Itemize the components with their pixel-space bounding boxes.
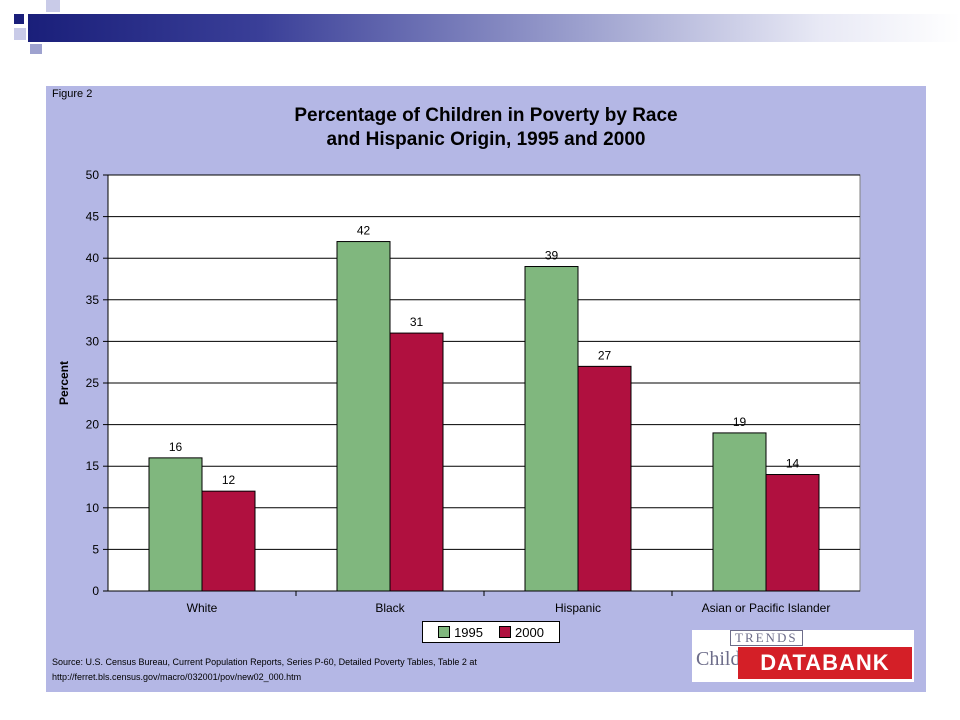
bar-1995: [524, 266, 579, 592]
bar-1995: [336, 241, 391, 592]
y-tick-label: 15: [86, 459, 100, 473]
y-tick-label: 40: [86, 251, 100, 265]
x-tick-label: Asian or Pacific Islander: [702, 601, 831, 615]
bar-1995: [148, 457, 203, 592]
legend-swatch-2000: [499, 626, 511, 638]
logo-trends-text: TRENDS: [730, 630, 803, 646]
data-label: 42: [357, 224, 371, 238]
legend-item-1995: 1995: [438, 625, 483, 640]
figure-label: Figure 2: [52, 88, 93, 100]
source-line-1: Source: U.S. Census Bureau, Current Popu…: [52, 657, 477, 667]
y-tick-label: 45: [86, 210, 100, 224]
bar-2000: [577, 365, 632, 592]
logo-child-text: Child: [696, 648, 741, 670]
logo-databank-text: DATABANK: [738, 647, 912, 679]
y-tick-label: 25: [86, 376, 100, 390]
bar-2000: [201, 490, 256, 592]
data-label: 19: [733, 415, 747, 429]
y-tick-label: 35: [86, 293, 100, 307]
legend-swatch-1995: [438, 626, 451, 638]
data-label: 39: [545, 249, 559, 263]
y-axis-title: Percent: [57, 361, 71, 405]
legend-item-2000: 2000: [499, 625, 544, 640]
bar-chart: 0 5 10 15 20 25 30 35 40 45 50 Percent 16 12 White 42 31…: [57, 168, 861, 615]
y-tick-label: 20: [86, 418, 100, 432]
bar-2000: [765, 474, 820, 592]
bar-2000: [389, 332, 444, 592]
figure-panel: Figure 2 Percentage of Children in Pover…: [46, 86, 926, 692]
data-label: 12: [222, 473, 236, 487]
source-url: http://ferret.bls.census.gov/macro/03200…: [52, 672, 302, 682]
data-label: 14: [786, 457, 800, 471]
title-bar-decoration: [28, 14, 960, 42]
deco-square: [46, 0, 60, 12]
child-trends-databank-logo: Child TRENDS DATABANK: [692, 630, 914, 682]
data-label: 27: [598, 348, 612, 362]
source-note: Source: U.S. Census Bureau, Current Popu…: [52, 655, 672, 685]
chart-title-line-2: and Hispanic Origin, 1995 and 2000: [326, 129, 646, 150]
data-label: 31: [410, 315, 424, 329]
deco-square: [14, 28, 26, 40]
chart-title: Percentage of Children in Poverty by Rac…: [46, 104, 926, 152]
data-label: 16: [169, 440, 183, 454]
legend-label-1995: 1995: [454, 624, 483, 640]
y-tick-label: 5: [92, 542, 99, 556]
x-tick-label: Black: [375, 601, 405, 615]
y-tick-label: 50: [86, 168, 100, 182]
y-tick-label: 30: [86, 334, 100, 348]
bar-1995: [712, 432, 767, 592]
y-tick-label: 0: [92, 584, 99, 598]
y-tick-label: 10: [86, 501, 100, 515]
chart-legend: 1995 2000: [422, 621, 560, 643]
deco-square: [30, 44, 42, 54]
x-tick-label: Hispanic: [555, 601, 601, 615]
legend-label-2000: 2000: [515, 624, 544, 640]
x-tick-label: White: [187, 601, 218, 615]
deco-square: [14, 14, 24, 24]
chart-title-line-1: Percentage of Children in Poverty by Rac…: [294, 105, 678, 126]
